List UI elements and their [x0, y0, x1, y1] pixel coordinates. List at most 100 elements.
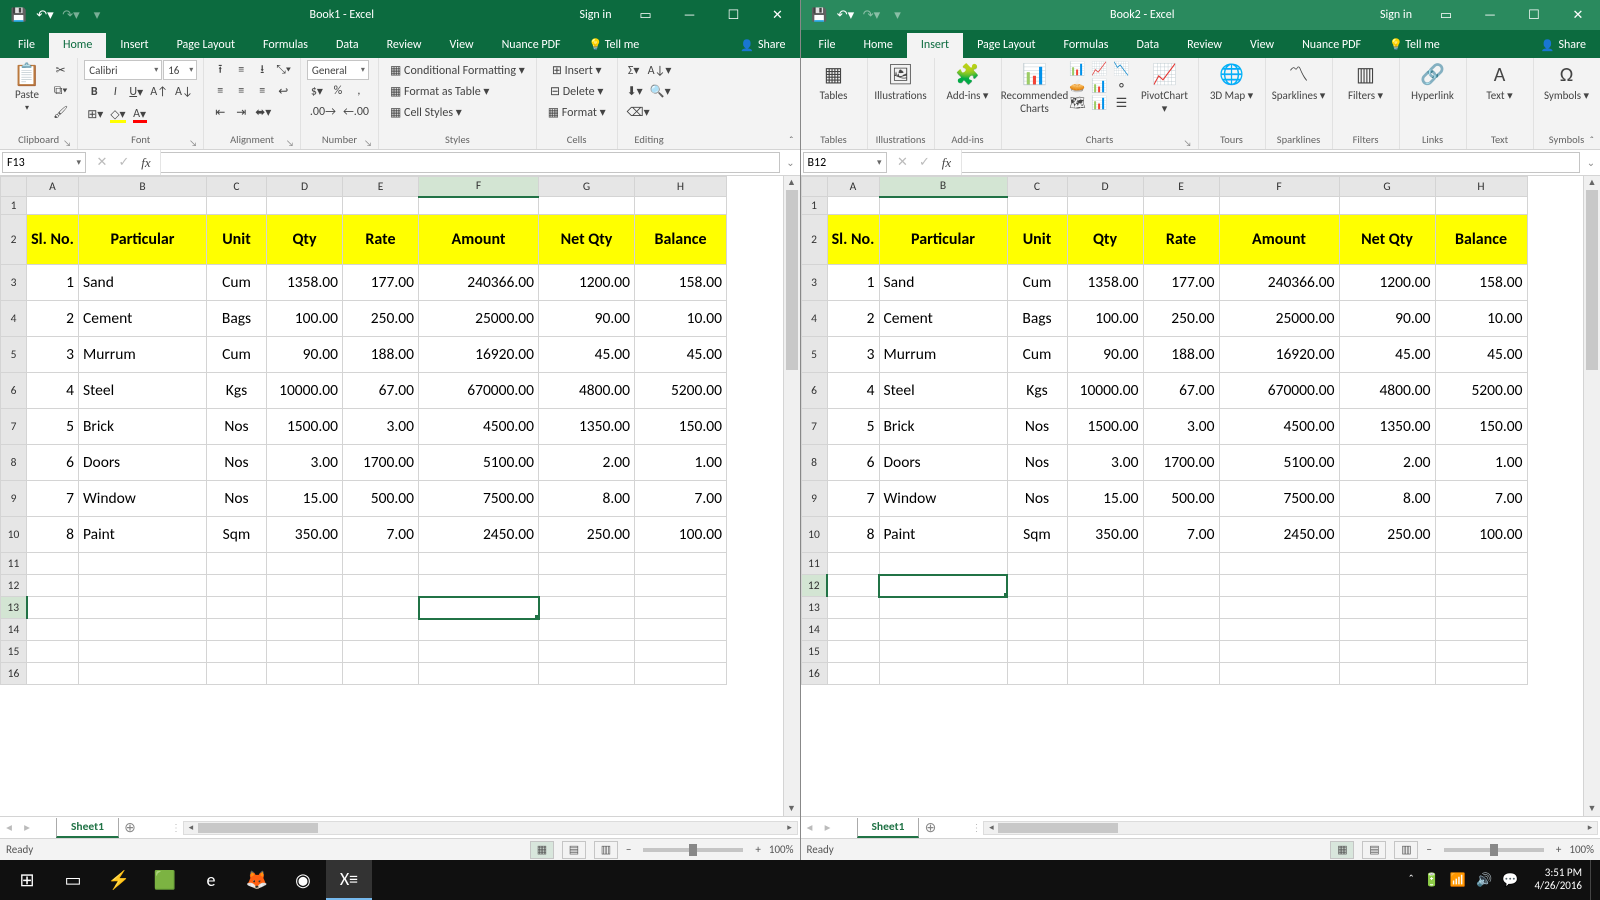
cell-H3[interactable]: 158.00 [1435, 265, 1527, 301]
cell-C1[interactable] [207, 197, 267, 215]
ribbon-tab-page-layout[interactable]: Page Layout [163, 33, 249, 58]
cell-G7[interactable]: 1350.00 [539, 409, 635, 445]
cell-H5[interactable]: 45.00 [635, 337, 727, 373]
row-header-13[interactable]: 13 [1, 597, 27, 619]
cell-G4[interactable]: 90.00 [539, 301, 635, 337]
close-button[interactable]: ✕ [756, 0, 800, 30]
cell-D3[interactable]: 1358.00 [267, 265, 343, 301]
cell-G5[interactable]: 45.00 [1339, 337, 1435, 373]
cell-D8[interactable]: 3.00 [1067, 445, 1143, 481]
cell-E1[interactable] [1143, 197, 1219, 215]
cell-B14[interactable] [879, 619, 1007, 641]
cell-F2[interactable]: Amount [1219, 215, 1339, 265]
cell-A3[interactable]: 1 [827, 265, 879, 301]
sparklines-button[interactable]: 〽Sparklines ▾ [1272, 62, 1326, 103]
cell-B10[interactable]: Paint [879, 517, 1007, 553]
close-button[interactable]: ✕ [1556, 0, 1600, 30]
accounting-button[interactable]: $▾ [307, 81, 327, 101]
cell-C7[interactable]: Nos [207, 409, 267, 445]
minimize-button[interactable]: — [668, 0, 712, 30]
cell-B7[interactable]: Brick [879, 409, 1007, 445]
cell-D5[interactable]: 90.00 [267, 337, 343, 373]
cell-D11[interactable] [267, 553, 343, 575]
cell-G3[interactable]: 1200.00 [539, 265, 635, 301]
row-header-7[interactable]: 7 [1, 409, 27, 445]
col-header-C[interactable]: C [1007, 177, 1067, 197]
cell-H12[interactable] [635, 575, 727, 597]
row-header-9[interactable]: 9 [1, 481, 27, 517]
cell-D1[interactable] [267, 197, 343, 215]
italic-button[interactable]: I [105, 82, 125, 102]
row-header-12[interactable]: 12 [1, 575, 27, 597]
row-header-1[interactable]: 1 [1, 197, 27, 215]
sheet-nav-next-icon[interactable]: ▸ [18, 820, 36, 835]
col-header-H[interactable]: H [1435, 177, 1527, 197]
cell-B13[interactable] [879, 597, 1007, 619]
cell-H2[interactable]: Balance [635, 215, 727, 265]
col-header-D[interactable]: D [1067, 177, 1143, 197]
align-middle-button[interactable]: ≡ [231, 60, 251, 80]
cell-A11[interactable] [27, 553, 79, 575]
col-header-G[interactable]: G [1339, 177, 1435, 197]
cell-H10[interactable]: 100.00 [635, 517, 727, 553]
row-header-4[interactable]: 4 [1, 301, 27, 337]
cell-B5[interactable]: Murrum [879, 337, 1007, 373]
cell-B5[interactable]: Murrum [79, 337, 207, 373]
cell-C5[interactable]: Cum [1007, 337, 1067, 373]
cell-D11[interactable] [1067, 553, 1143, 575]
cell-C3[interactable]: Cum [1007, 265, 1067, 301]
cell-C4[interactable]: Bags [1007, 301, 1067, 337]
cell-H4[interactable]: 10.00 [635, 301, 727, 337]
cell-A8[interactable]: 6 [827, 445, 879, 481]
font-color-button[interactable]: A▾ [130, 104, 150, 124]
cell-F12[interactable] [1219, 575, 1339, 597]
cell-C4[interactable]: Bags [207, 301, 267, 337]
ribbon-tab-tell-me[interactable]: Tell me [575, 33, 654, 58]
align-left-button[interactable]: ≡ [210, 81, 230, 101]
chart-type-grid[interactable]: 📊📈📉🥧📊⚬🗺📊☰ [1068, 62, 1132, 111]
cell-A7[interactable]: 5 [27, 409, 79, 445]
cell-G14[interactable] [1339, 619, 1435, 641]
cell-D15[interactable] [1067, 641, 1143, 663]
row-header-2[interactable]: 2 [801, 215, 827, 265]
cell-F14[interactable] [419, 619, 539, 641]
zoom-slider[interactable] [1444, 848, 1544, 852]
add-sheet-button[interactable]: ⊕ [119, 819, 141, 836]
cell-B1[interactable] [79, 197, 207, 215]
row-header-14[interactable]: 14 [801, 619, 827, 641]
cell-styles-button[interactable]: ▦ Cell Styles ▾ [385, 102, 530, 122]
align-top-button[interactable]: ⭱ [210, 60, 230, 80]
cell-H15[interactable] [1435, 641, 1527, 663]
cell-C16[interactable] [1007, 663, 1067, 685]
cell-H9[interactable]: 7.00 [635, 481, 727, 517]
wrap-text-button[interactable]: ↩ [273, 81, 293, 101]
insert-cells-button[interactable]: ⊞ Insert ▾ [543, 60, 611, 80]
horizontal-scrollbar[interactable]: ◂▸ [183, 821, 798, 835]
cell-G12[interactable] [539, 575, 635, 597]
cell-C2[interactable]: Unit [207, 215, 267, 265]
copy-button[interactable]: ⧉▾ [50, 81, 71, 101]
cell-B1[interactable] [879, 197, 1007, 215]
cell-D8[interactable]: 3.00 [267, 445, 343, 481]
cell-F6[interactable]: 670000.00 [419, 373, 539, 409]
ribbon-tab-data[interactable]: Data [1122, 33, 1173, 58]
row-header-11[interactable]: 11 [1, 553, 27, 575]
sheet-tab[interactable]: Sheet1 [56, 818, 119, 838]
ribbon-tab-formulas[interactable]: Formulas [1050, 33, 1123, 58]
cell-A9[interactable]: 7 [827, 481, 879, 517]
cell-A6[interactable]: 4 [27, 373, 79, 409]
font-size-select[interactable]: 16 [163, 60, 197, 80]
decrease-decimal-button[interactable]: ←.00 [340, 102, 372, 122]
cell-A9[interactable]: 7 [27, 481, 79, 517]
cell-H13[interactable] [1435, 597, 1527, 619]
cell-E9[interactable]: 500.00 [1143, 481, 1219, 517]
row-header-8[interactable]: 8 [1, 445, 27, 481]
select-all-button[interactable] [1, 177, 27, 197]
hyperlinkbutton[interactable]: 🔗Hyperlink [1406, 62, 1460, 103]
paste-button[interactable]: 📋Paste▾ [6, 60, 48, 117]
increase-indent-button[interactable]: ⇥ [231, 102, 251, 122]
cell-H14[interactable] [1435, 619, 1527, 641]
percent-button[interactable]: % [328, 81, 348, 101]
redo-icon[interactable]: ↷▾ [861, 4, 883, 26]
col-header-H[interactable]: H [635, 177, 727, 197]
